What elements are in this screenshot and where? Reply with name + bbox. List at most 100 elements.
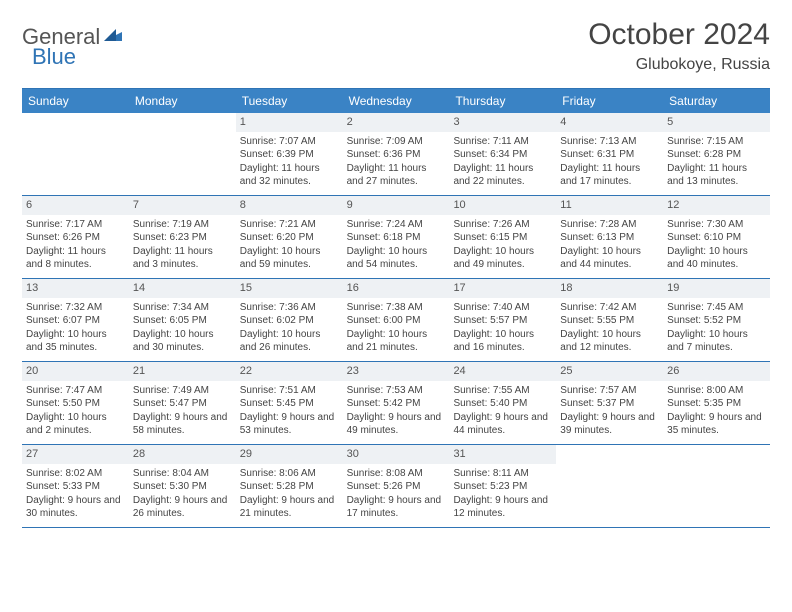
calendar-day: 20Sunrise: 7:47 AMSunset: 5:50 PMDayligh… [22, 362, 129, 444]
calendar-day: 21Sunrise: 7:49 AMSunset: 5:47 PMDayligh… [129, 362, 236, 444]
calendar-day [22, 113, 129, 195]
sunset-text: Sunset: 6:39 PM [240, 148, 339, 162]
daylight-text: Daylight: 10 hours and 35 minutes. [26, 328, 125, 355]
calendar-day: 14Sunrise: 7:34 AMSunset: 6:05 PMDayligh… [129, 279, 236, 361]
sunrise-text: Sunrise: 7:11 AM [453, 135, 552, 149]
day-number: 11 [556, 196, 663, 215]
calendar-day: 23Sunrise: 7:53 AMSunset: 5:42 PMDayligh… [343, 362, 450, 444]
day-number: 12 [663, 196, 770, 215]
daylight-text: Daylight: 11 hours and 32 minutes. [240, 162, 339, 189]
sunrise-text: Sunrise: 7:53 AM [347, 384, 446, 398]
daylight-text: Daylight: 10 hours and 21 minutes. [347, 328, 446, 355]
daylight-text: Daylight: 9 hours and 30 minutes. [26, 494, 125, 521]
daylight-text: Daylight: 10 hours and 16 minutes. [453, 328, 552, 355]
sunrise-text: Sunrise: 8:00 AM [667, 384, 766, 398]
sunrise-text: Sunrise: 7:07 AM [240, 135, 339, 149]
calendar-day: 13Sunrise: 7:32 AMSunset: 6:07 PMDayligh… [22, 279, 129, 361]
day-number: 15 [236, 279, 343, 298]
daylight-text: Daylight: 9 hours and 12 minutes. [453, 494, 552, 521]
sunrise-text: Sunrise: 7:17 AM [26, 218, 125, 232]
weekday-header-row: SundayMondayTuesdayWednesdayThursdayFrid… [22, 89, 770, 113]
calendar-day: 27Sunrise: 8:02 AMSunset: 5:33 PMDayligh… [22, 445, 129, 527]
calendar-day: 24Sunrise: 7:55 AMSunset: 5:40 PMDayligh… [449, 362, 556, 444]
daylight-text: Daylight: 9 hours and 44 minutes. [453, 411, 552, 438]
daylight-text: Daylight: 10 hours and 59 minutes. [240, 245, 339, 272]
day-number: 2 [343, 113, 450, 132]
calendar-day: 10Sunrise: 7:26 AMSunset: 6:15 PMDayligh… [449, 196, 556, 278]
calendar-day: 5Sunrise: 7:15 AMSunset: 6:28 PMDaylight… [663, 113, 770, 195]
sunset-text: Sunset: 5:26 PM [347, 480, 446, 494]
daylight-text: Daylight: 10 hours and 26 minutes. [240, 328, 339, 355]
calendar-day: 11Sunrise: 7:28 AMSunset: 6:13 PMDayligh… [556, 196, 663, 278]
sunset-text: Sunset: 5:52 PM [667, 314, 766, 328]
day-number: 18 [556, 279, 663, 298]
calendar-week: 13Sunrise: 7:32 AMSunset: 6:07 PMDayligh… [22, 279, 770, 362]
daylight-text: Daylight: 11 hours and 17 minutes. [560, 162, 659, 189]
day-number: 8 [236, 196, 343, 215]
sunset-text: Sunset: 5:33 PM [26, 480, 125, 494]
sunset-text: Sunset: 5:28 PM [240, 480, 339, 494]
daylight-text: Daylight: 9 hours and 35 minutes. [667, 411, 766, 438]
day-number: 3 [449, 113, 556, 132]
sunset-text: Sunset: 5:23 PM [453, 480, 552, 494]
calendar-day: 1Sunrise: 7:07 AMSunset: 6:39 PMDaylight… [236, 113, 343, 195]
daylight-text: Daylight: 11 hours and 8 minutes. [26, 245, 125, 272]
sunrise-text: Sunrise: 7:24 AM [347, 218, 446, 232]
day-number: 16 [343, 279, 450, 298]
weekday-header: Sunday [22, 89, 129, 113]
sunrise-text: Sunrise: 7:45 AM [667, 301, 766, 315]
calendar-day: 28Sunrise: 8:04 AMSunset: 5:30 PMDayligh… [129, 445, 236, 527]
day-number: 29 [236, 445, 343, 464]
day-number: 22 [236, 362, 343, 381]
sunrise-text: Sunrise: 7:42 AM [560, 301, 659, 315]
daylight-text: Daylight: 9 hours and 49 minutes. [347, 411, 446, 438]
sunset-text: Sunset: 6:26 PM [26, 231, 125, 245]
weekday-header: Monday [129, 89, 236, 113]
calendar-day: 15Sunrise: 7:36 AMSunset: 6:02 PMDayligh… [236, 279, 343, 361]
day-number: 23 [343, 362, 450, 381]
sunrise-text: Sunrise: 7:57 AM [560, 384, 659, 398]
day-number: 27 [22, 445, 129, 464]
calendar-day: 3Sunrise: 7:11 AMSunset: 6:34 PMDaylight… [449, 113, 556, 195]
calendar: SundayMondayTuesdayWednesdayThursdayFrid… [22, 88, 770, 528]
title-block: October 2024 Glubokoye, Russia [588, 18, 770, 74]
sunrise-text: Sunrise: 7:38 AM [347, 301, 446, 315]
sunrise-text: Sunrise: 7:49 AM [133, 384, 232, 398]
sunrise-text: Sunrise: 7:09 AM [347, 135, 446, 149]
day-number: 28 [129, 445, 236, 464]
calendar-day: 9Sunrise: 7:24 AMSunset: 6:18 PMDaylight… [343, 196, 450, 278]
daylight-text: Daylight: 10 hours and 12 minutes. [560, 328, 659, 355]
sunset-text: Sunset: 5:35 PM [667, 397, 766, 411]
weekday-header: Friday [556, 89, 663, 113]
sunrise-text: Sunrise: 7:28 AM [560, 218, 659, 232]
sunrise-text: Sunrise: 7:36 AM [240, 301, 339, 315]
daylight-text: Daylight: 9 hours and 53 minutes. [240, 411, 339, 438]
day-number: 26 [663, 362, 770, 381]
month-title: October 2024 [588, 18, 770, 52]
daylight-text: Daylight: 11 hours and 13 minutes. [667, 162, 766, 189]
sunset-text: Sunset: 5:45 PM [240, 397, 339, 411]
day-number: 30 [343, 445, 450, 464]
sunrise-text: Sunrise: 8:04 AM [133, 467, 232, 481]
daylight-text: Daylight: 10 hours and 44 minutes. [560, 245, 659, 272]
sunrise-text: Sunrise: 7:13 AM [560, 135, 659, 149]
sunrise-text: Sunrise: 8:11 AM [453, 467, 552, 481]
calendar-day: 4Sunrise: 7:13 AMSunset: 6:31 PMDaylight… [556, 113, 663, 195]
calendar-day [663, 445, 770, 527]
sunset-text: Sunset: 5:37 PM [560, 397, 659, 411]
day-number: 10 [449, 196, 556, 215]
sunset-text: Sunset: 6:18 PM [347, 231, 446, 245]
sunrise-text: Sunrise: 7:40 AM [453, 301, 552, 315]
daylight-text: Daylight: 9 hours and 58 minutes. [133, 411, 232, 438]
calendar-day: 12Sunrise: 7:30 AMSunset: 6:10 PMDayligh… [663, 196, 770, 278]
sunset-text: Sunset: 6:31 PM [560, 148, 659, 162]
sunrise-text: Sunrise: 8:06 AM [240, 467, 339, 481]
sunset-text: Sunset: 6:10 PM [667, 231, 766, 245]
calendar-day: 25Sunrise: 7:57 AMSunset: 5:37 PMDayligh… [556, 362, 663, 444]
sunset-text: Sunset: 5:47 PM [133, 397, 232, 411]
day-number: 25 [556, 362, 663, 381]
daylight-text: Daylight: 10 hours and 2 minutes. [26, 411, 125, 438]
day-number: 9 [343, 196, 450, 215]
sunset-text: Sunset: 5:40 PM [453, 397, 552, 411]
weekday-header: Saturday [663, 89, 770, 113]
